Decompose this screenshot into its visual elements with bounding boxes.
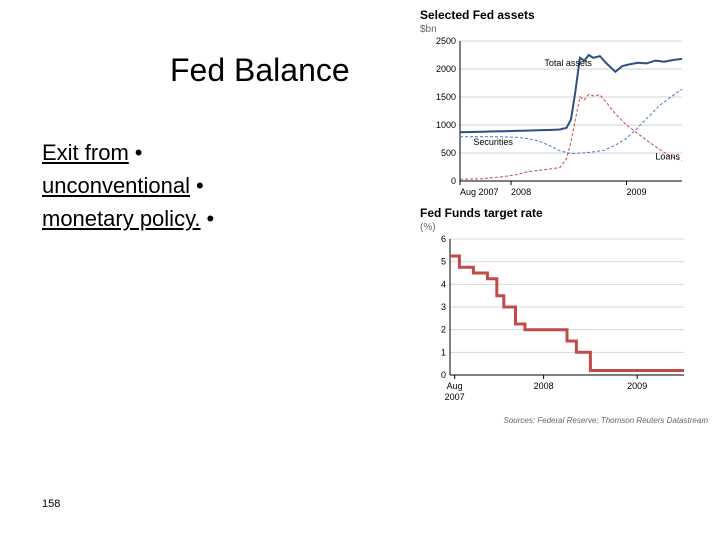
svg-text:0: 0 — [451, 176, 456, 186]
svg-text:Aug 2007: Aug 2007 — [460, 187, 499, 197]
svg-text:2000: 2000 — [436, 64, 456, 74]
svg-text:0: 0 — [441, 370, 446, 380]
bullet-line-1: Exit from• — [42, 136, 214, 169]
svg-text:2: 2 — [441, 325, 446, 335]
svg-text:Aug: Aug — [447, 381, 463, 391]
bottom-chart-panel: Fed Funds target rate (%) 0 1 2 3 4 5 6 Aug2007… — [420, 206, 708, 425]
svg-text:4: 4 — [441, 279, 446, 289]
svg-text:6: 6 — [441, 235, 446, 244]
top-chart-title: Selected Fed assets — [420, 8, 708, 22]
svg-text:Loans: Loans — [655, 152, 680, 162]
bullet-line-2: unconventional• — [42, 169, 214, 202]
svg-text:1500: 1500 — [436, 92, 456, 102]
sources-text: Sources: Federal Reserve; Thomson Reuter… — [420, 416, 708, 425]
page-number: 158 — [42, 498, 60, 510]
bullet-3-text: monetary policy. — [42, 206, 201, 231]
bullet-1-text: Exit from — [42, 140, 129, 165]
top-chart-subtitle: $bn — [420, 24, 708, 35]
bullet-2-marker: • — [190, 173, 204, 198]
svg-text:1: 1 — [441, 347, 446, 357]
svg-text:3: 3 — [441, 302, 446, 312]
bottom-chart-svg: 0 1 2 3 4 5 6 Aug2007 2008 2009 — [420, 235, 696, 413]
svg-text:2008: 2008 — [534, 381, 554, 391]
bullet-1-marker: • — [129, 140, 143, 165]
bottom-chart-title: Fed Funds target rate — [420, 206, 708, 220]
svg-text:500: 500 — [441, 148, 456, 158]
svg-text:2009: 2009 — [627, 187, 647, 197]
svg-text:Total assets: Total assets — [544, 58, 592, 68]
top-chart-panel: Selected Fed assets $bn 0 500 1000 1500 2000… — [420, 8, 708, 205]
slide-title: Fed Balance — [170, 52, 350, 89]
svg-text:2500: 2500 — [436, 37, 456, 46]
svg-text:5: 5 — [441, 257, 446, 267]
bullet-line-3: monetary policy.• — [42, 202, 214, 235]
svg-text:2008: 2008 — [511, 187, 531, 197]
bottom-chart-subtitle: (%) — [420, 222, 708, 233]
svg-text:1000: 1000 — [436, 120, 456, 130]
bullet-3-marker: • — [201, 206, 215, 231]
bullet-2-text: unconventional — [42, 173, 190, 198]
top-chart-svg: 0 500 1000 1500 2000 2500 Aug 2007 2008 2009 Tota… — [420, 37, 696, 205]
svg-text:2007: 2007 — [445, 392, 465, 402]
svg-text:2009: 2009 — [627, 381, 647, 391]
svg-text:Securities: Securities — [473, 137, 513, 147]
bullet-list: Exit from• unconventional• monetary poli… — [42, 136, 214, 235]
